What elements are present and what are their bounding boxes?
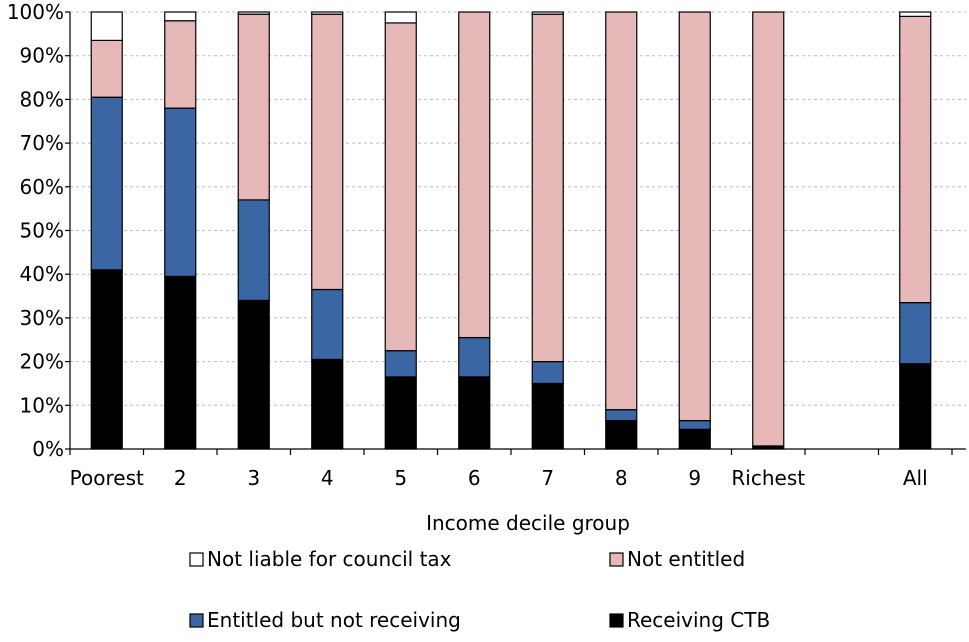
y-tick-labels: 0% 10% 20% 30% 40% 50% 60% 70% 80% 90% 100% bbox=[7, 0, 64, 461]
bar-segment-not_entitled bbox=[90, 39, 123, 98]
bar-stack bbox=[384, 11, 417, 450]
axes bbox=[65, 11, 966, 455]
bar-stack bbox=[458, 11, 491, 450]
legend-swatch-entitled bbox=[189, 613, 204, 628]
y-tick-label: 0% bbox=[32, 437, 64, 461]
bar-stack bbox=[237, 11, 270, 450]
bar-segment-not_liable bbox=[164, 11, 197, 22]
y-tick-label: 40% bbox=[20, 262, 64, 286]
bar-stack bbox=[311, 11, 344, 450]
legend-swatch-receiving bbox=[609, 613, 624, 628]
bar-segment-receiving bbox=[531, 382, 564, 450]
y-tick-label: 50% bbox=[20, 219, 64, 243]
bar-segment-entitled bbox=[90, 96, 123, 271]
x-tick-label: 3 bbox=[247, 466, 260, 490]
legend-swatch-not_entitled bbox=[609, 552, 624, 567]
y-tick-label: 80% bbox=[20, 87, 64, 111]
x-tick-label: 5 bbox=[394, 466, 407, 490]
y-tick-label: 60% bbox=[20, 175, 64, 199]
x-tick-label: Poorest bbox=[70, 466, 144, 490]
y-tick-label: 70% bbox=[20, 131, 64, 155]
bar-stack bbox=[164, 11, 197, 450]
y-tick-label: 30% bbox=[20, 306, 64, 330]
bar-segment-entitled bbox=[531, 361, 564, 385]
bar-stack bbox=[752, 11, 785, 450]
legend: Not liable for council tax Not entitled En… bbox=[189, 547, 770, 632]
x-axis-title: Income decile group bbox=[426, 511, 630, 535]
bar-segment-receiving bbox=[164, 275, 197, 450]
bar-segment-entitled bbox=[311, 288, 344, 361]
bar-segment-receiving bbox=[237, 299, 270, 450]
bar-segment-entitled bbox=[384, 350, 417, 378]
bar-segment-receiving bbox=[899, 363, 932, 450]
y-tick-label: 100% bbox=[7, 0, 64, 24]
bar-segment-receiving bbox=[458, 376, 491, 450]
x-tick-label: 4 bbox=[321, 466, 334, 490]
legend-label: Entitled but not receiving bbox=[207, 608, 461, 632]
bar-segment-entitled bbox=[678, 419, 711, 430]
bar-segment-not_liable bbox=[237, 11, 270, 15]
bar-segment-not_liable bbox=[384, 11, 417, 24]
bars bbox=[90, 11, 932, 450]
bar-stack bbox=[531, 11, 564, 450]
x-tick-label: All bbox=[903, 466, 928, 490]
legend-item: Receiving CTB bbox=[609, 608, 770, 632]
bar-segment-not_entitled bbox=[752, 11, 785, 447]
x-tick-labels: Poorest 2 3 4 5 6 7 8 9 Richest All bbox=[70, 466, 928, 490]
legend-swatch-not_liable bbox=[189, 552, 204, 567]
x-tick-label: Richest bbox=[731, 466, 805, 490]
bar-segment-not_liable bbox=[90, 11, 123, 42]
bar-segment-receiving bbox=[384, 376, 417, 450]
bar-stack bbox=[899, 11, 932, 450]
bar-segment-not_liable bbox=[899, 11, 932, 17]
bar-stack bbox=[90, 11, 123, 450]
bar-segment-receiving bbox=[90, 269, 123, 450]
x-tick-label: 6 bbox=[468, 466, 481, 490]
x-tick-label: 8 bbox=[615, 466, 628, 490]
x-tick-label: 2 bbox=[174, 466, 187, 490]
bar-segment-receiving bbox=[678, 428, 711, 450]
y-tick-label: 90% bbox=[20, 44, 64, 68]
bar-segment-not_liable bbox=[311, 11, 344, 15]
bar-segment-not_entitled bbox=[531, 13, 564, 363]
bar-segment-not_entitled bbox=[164, 20, 197, 109]
y-tick-label: 20% bbox=[20, 350, 64, 374]
bar-segment-entitled bbox=[237, 199, 270, 302]
legend-item: Not entitled bbox=[609, 547, 745, 571]
x-tick-label: 9 bbox=[688, 466, 701, 490]
bar-segment-not_liable bbox=[531, 11, 564, 15]
bar-segment-entitled bbox=[605, 409, 638, 422]
bar-segment-not_entitled bbox=[678, 11, 711, 422]
bar-segment-not_entitled bbox=[605, 11, 638, 411]
bar-segment-entitled bbox=[458, 336, 491, 378]
y-tick-label: 10% bbox=[20, 393, 64, 417]
x-tick-label: 7 bbox=[541, 466, 554, 490]
bar-segment-entitled bbox=[899, 302, 932, 365]
bar-segment-not_entitled bbox=[311, 13, 344, 291]
legend-item: Not liable for council tax bbox=[189, 547, 452, 571]
gridlines bbox=[70, 11, 966, 406]
bar-segment-not_entitled bbox=[458, 11, 491, 339]
legend-item: Entitled but not receiving bbox=[189, 608, 461, 632]
legend-label: Receiving CTB bbox=[627, 608, 770, 632]
bar-segment-entitled bbox=[164, 107, 197, 277]
bar-segment-not_entitled bbox=[384, 22, 417, 352]
legend-label: Not entitled bbox=[627, 547, 745, 571]
bar-stack bbox=[605, 11, 638, 450]
bar-stack bbox=[678, 11, 711, 450]
bar-segment-not_entitled bbox=[237, 13, 270, 201]
bar-segment-not_entitled bbox=[899, 15, 932, 304]
bar-segment-receiving bbox=[605, 419, 638, 450]
bar-segment-receiving bbox=[311, 358, 344, 450]
legend-label: Not liable for council tax bbox=[207, 547, 452, 571]
